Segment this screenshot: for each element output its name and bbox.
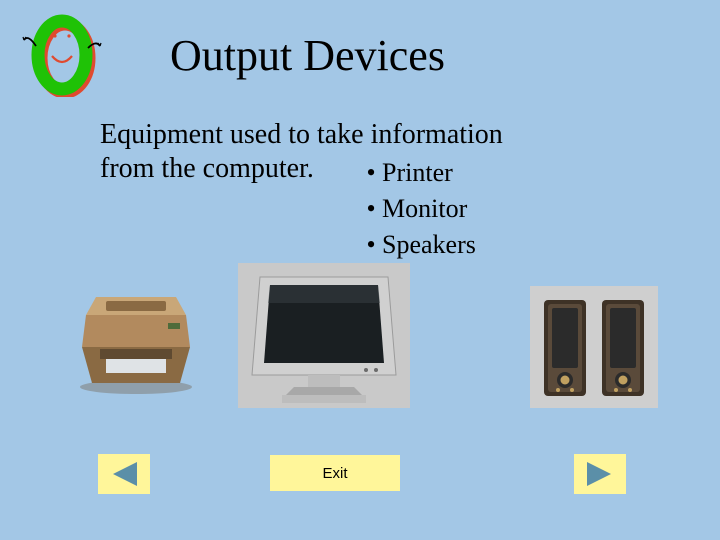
prev-button[interactable] <box>98 454 150 494</box>
bullet-dot-icon: • <box>360 194 382 224</box>
arrow-left-icon <box>109 460 139 488</box>
body-line-1: Equipment used to take information <box>100 119 503 150</box>
bullet-item: • Printer <box>360 158 476 188</box>
exit-button[interactable]: Exit <box>270 455 400 491</box>
slide-title: Output Devices <box>170 30 445 81</box>
bullet-dot-icon: • <box>360 158 382 188</box>
bullet-label: Monitor <box>382 194 467 224</box>
body-line-2: from the computer. <box>100 153 314 184</box>
speakers-image <box>530 286 658 408</box>
arrow-right-icon <box>585 460 615 488</box>
printer-image <box>72 287 200 395</box>
bullet-label: Printer <box>382 158 453 188</box>
next-button[interactable] <box>574 454 626 494</box>
logo-o-icon <box>22 12 102 97</box>
bullet-item: • Monitor <box>360 194 476 224</box>
bullet-label: Speakers <box>382 230 476 260</box>
exit-label: Exit <box>322 465 347 482</box>
bullet-dot-icon: • <box>360 230 382 260</box>
slide: Output Devices Equipment used to take in… <box>0 0 720 540</box>
bullet-item: • Speakers <box>360 230 476 260</box>
bullet-list: • Printer • Monitor • Speakers <box>360 158 476 266</box>
monitor-image <box>238 263 410 408</box>
